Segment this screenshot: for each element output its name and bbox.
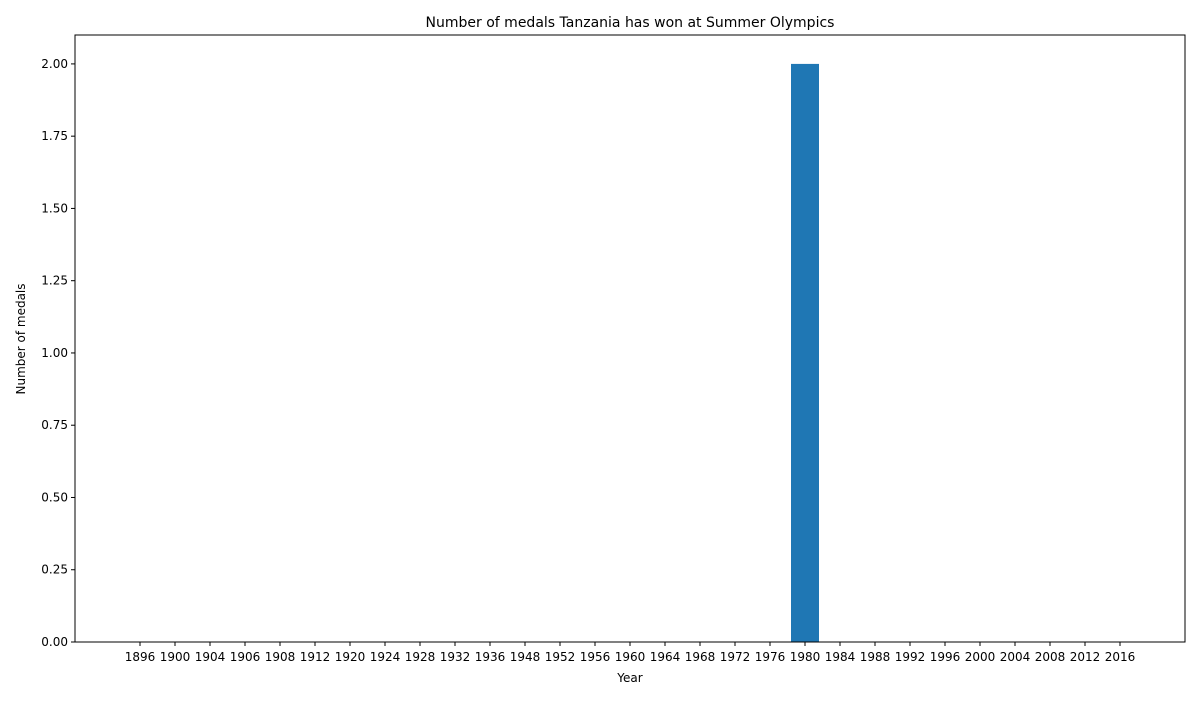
- y-tick-label-0.75: 0.75: [41, 418, 68, 432]
- x-tick-label-1980: 1980: [790, 650, 821, 664]
- x-tick-label-2016: 2016: [1105, 650, 1136, 664]
- x-tick-label-1964: 1964: [650, 650, 681, 664]
- y-tick-label-0.00: 0.00: [41, 635, 68, 649]
- x-tick-label-2008: 2008: [1035, 650, 1066, 664]
- x-tick-label-1924: 1924: [370, 650, 401, 664]
- x-tick-label-1928: 1928: [405, 650, 436, 664]
- x-tick-label-2004: 2004: [1000, 650, 1031, 664]
- x-tick-label-1952: 1952: [545, 650, 576, 664]
- x-tick-label-1906: 1906: [230, 650, 261, 664]
- plot-frame: [74, 34, 1186, 643]
- x-tick-label-1992: 1992: [895, 650, 926, 664]
- x-tick-label-1984: 1984: [825, 650, 856, 664]
- x-tick-label-1972: 1972: [720, 650, 751, 664]
- y-tick-label-1.00: 1.00: [41, 346, 68, 360]
- y-tick-label-2.00: 2.00: [41, 57, 68, 71]
- x-tick-label-1968: 1968: [685, 650, 716, 664]
- x-tick-label-1900: 1900: [160, 650, 191, 664]
- x-tick-label-1976: 1976: [755, 650, 786, 664]
- y-tick-label-1.50: 1.50: [41, 201, 68, 215]
- plot-area: 0.00 0.25 0.50 0.75 1.00 1.25 1.50 1.75 2.00 1896…: [41, 34, 1186, 664]
- y-tick-label-1.25: 1.25: [41, 274, 68, 288]
- x-tick-label-1996: 1996: [930, 650, 961, 664]
- y-axis-label: Number of medals: [14, 283, 28, 394]
- x-tick-label-1936: 1936: [475, 650, 506, 664]
- x-tick-label-1912: 1912: [300, 650, 331, 664]
- x-tick-label-1896: 1896: [125, 650, 156, 664]
- y-tick-label-1.75: 1.75: [41, 129, 68, 143]
- x-tick-label-1920: 1920: [335, 650, 366, 664]
- x-tick-label-2012: 2012: [1070, 650, 1101, 664]
- chart-title: Number of medals Tanzania has won at Sum…: [426, 15, 835, 31]
- y-tick-label-0.50: 0.50: [41, 490, 68, 504]
- x-tick-label-1960: 1960: [615, 650, 646, 664]
- x-tick-label-1948: 1948: [510, 650, 541, 664]
- y-tick-label-0.25: 0.25: [41, 563, 68, 577]
- x-axis-label: Year: [616, 671, 642, 685]
- x-tick-label-1904: 1904: [195, 650, 226, 664]
- x-tick-label-1932: 1932: [440, 650, 471, 664]
- x-tick-label-1956: 1956: [580, 650, 611, 664]
- x-tick-label-1908: 1908: [265, 650, 296, 664]
- x-tick-label-2000: 2000: [965, 650, 996, 664]
- x-tick-label-1988: 1988: [860, 650, 891, 664]
- bar-1980: [791, 63, 819, 642]
